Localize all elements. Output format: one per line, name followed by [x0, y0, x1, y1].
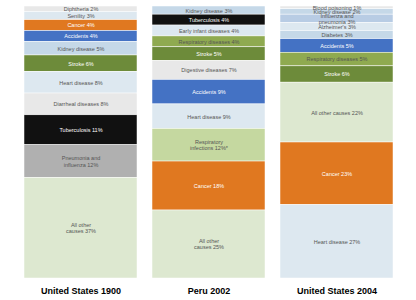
svg-text:Peru 2002: Peru 2002	[188, 286, 231, 296]
svg-text:Digestive diseases 7%: Digestive diseases 7%	[181, 67, 236, 73]
svg-text:Accidents 9%: Accidents 9%	[192, 89, 225, 95]
svg-text:All othercauses 25%: All othercauses 25%	[194, 238, 224, 250]
svg-text:Heart disease 27%: Heart disease 27%	[314, 239, 361, 245]
svg-text:All othercauses 37%: All othercauses 37%	[66, 222, 96, 234]
svg-text:Pneumonia andinfluenza 12%: Pneumonia andinfluenza 12%	[62, 155, 101, 167]
svg-text:Diphtheria 2%: Diphtheria 2%	[64, 6, 99, 12]
html-text:Influenza and: Influenza and	[320, 12, 354, 19]
svg-text:Heart disease 9%: Heart disease 9%	[187, 114, 231, 120]
svg-text:All other causes 22%: All other causes 22%	[311, 110, 363, 116]
svg-text:Tuberculosis 4%: Tuberculosis 4%	[189, 17, 230, 23]
svg-text:United States 1900: United States 1900	[41, 286, 121, 296]
svg-text:Heart disease 8%: Heart disease 8%	[59, 80, 103, 86]
svg-text:Accidents 4%: Accidents 4%	[64, 33, 97, 39]
svg-text:Tuberculosis 11%: Tuberculosis 11%	[59, 127, 102, 133]
svg-text:Stroke 6%: Stroke 6%	[68, 61, 93, 67]
svg-text:Blood poisoning 1%: Blood poisoning 1%	[312, 4, 362, 11]
html-text:pneumonia 3%: pneumonia 3%	[318, 18, 356, 25]
svg-text:Cancer 23%: Cancer 23%	[322, 171, 352, 177]
svg-text:Respiratory diseases 4%: Respiratory diseases 4%	[179, 39, 240, 45]
svg-text:Accidents 5%: Accidents 5%	[320, 43, 353, 49]
svg-text:Diarrheal diseases 8%: Diarrheal diseases 8%	[53, 101, 108, 107]
svg-text:Respiratory diseases 5%: Respiratory diseases 5%	[307, 56, 368, 62]
svg-text:Cancer 4%: Cancer 4%	[67, 22, 94, 28]
svg-text:Alzheimer's 3%: Alzheimer's 3%	[318, 24, 356, 30]
svg-text:Diabetes 3%: Diabetes 3%	[321, 32, 352, 38]
svg-text:Stroke 6%: Stroke 6%	[324, 71, 349, 77]
svg-text:Respiratoryinfections 12%*: Respiratoryinfections 12%*	[190, 139, 229, 151]
svg-text:Kidney disease 5%: Kidney disease 5%	[58, 46, 105, 52]
svg-text:Kidney disease 3%: Kidney disease 3%	[186, 8, 233, 14]
svg-text:Senility 3%: Senility 3%	[67, 13, 94, 19]
svg-text:Stroke 5%: Stroke 5%	[196, 51, 221, 57]
svg-text:United States 2004: United States 2004	[297, 286, 377, 296]
svg-text:Cancer 18%: Cancer 18%	[194, 183, 224, 189]
svg-text:Early infant diseases 4%: Early infant diseases 4%	[179, 28, 239, 34]
